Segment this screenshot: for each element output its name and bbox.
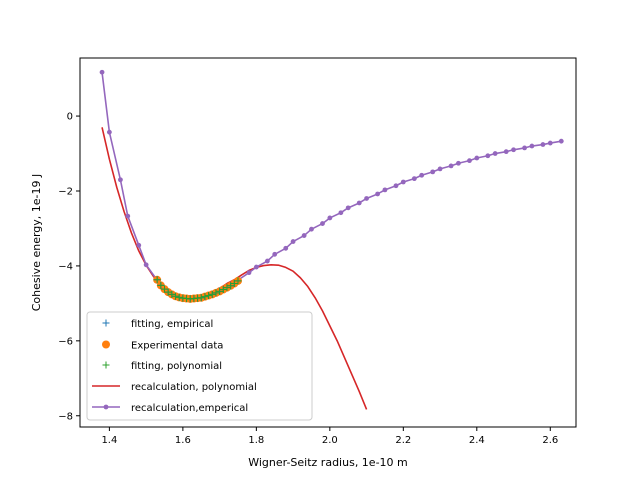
data-point — [230, 280, 238, 288]
legend-box — [86, 311, 313, 421]
data-point — [529, 143, 535, 149]
data-point — [208, 290, 216, 298]
y-tick-label: −2 — [58, 186, 73, 197]
data-point — [309, 226, 314, 232]
data-point — [212, 289, 220, 297]
data-point — [118, 177, 123, 183]
x-tick-label: 2.4 — [469, 435, 485, 446]
legend-marker — [102, 340, 110, 349]
data-point — [234, 277, 242, 285]
y-tick-label: −8 — [58, 411, 73, 422]
x-axis-label: Wigner-Seitz radius, 1e-10 m — [248, 456, 408, 469]
data-point — [558, 138, 564, 144]
x-tick-label: 2.2 — [395, 435, 411, 446]
legend-item: recalculation,emperical — [92, 403, 248, 414]
legend-item: fitting, polynomial — [102, 361, 222, 372]
data-point — [161, 285, 169, 293]
data-point — [172, 292, 180, 300]
data-point — [219, 286, 227, 294]
data-point — [301, 233, 307, 238]
data-point — [437, 166, 443, 172]
legend-label: fitting, polynomial — [131, 361, 222, 372]
data-point — [205, 292, 213, 300]
legend-item: fitting, empirical — [102, 319, 213, 330]
data-point — [216, 287, 224, 295]
data-point — [492, 151, 498, 156]
data-point — [264, 258, 270, 264]
legend-label: Experimental data — [131, 341, 223, 352]
data-point — [290, 239, 296, 244]
data-point — [253, 264, 259, 270]
data-point — [175, 293, 183, 301]
data-point — [143, 262, 149, 268]
data-point — [272, 251, 278, 257]
data-point — [164, 288, 172, 296]
data-point — [356, 200, 362, 206]
legend-item: Experimental data — [102, 340, 223, 352]
data-point — [327, 215, 333, 221]
data-point — [485, 153, 491, 159]
legend-label: recalculation,emperical — [131, 403, 248, 414]
data-point — [125, 213, 131, 219]
plot-frame — [79, 57, 577, 428]
y-tick-label: −4 — [58, 261, 73, 272]
data-point — [474, 155, 480, 161]
x-tick-label: 2.0 — [322, 435, 338, 446]
legend: fitting, empirical Experimental data fitti… — [86, 311, 313, 421]
data-point — [503, 149, 509, 155]
data-point — [375, 191, 380, 197]
data-point — [157, 281, 165, 289]
data-point — [338, 210, 344, 216]
data-point — [411, 176, 417, 182]
data-point — [456, 160, 461, 166]
data-point — [522, 145, 527, 151]
y-axis-label: Cohesive energy, 1e-19 J — [30, 174, 43, 312]
data-point — [393, 183, 399, 189]
data-point — [223, 284, 231, 292]
x-tick-label: 1.8 — [248, 435, 264, 446]
data-point — [197, 294, 205, 302]
data-point — [382, 187, 388, 193]
data-point — [99, 69, 105, 75]
legend-label: fitting, empirical — [131, 319, 213, 330]
data-point — [400, 179, 406, 185]
data-point — [467, 158, 472, 164]
data-point — [283, 245, 289, 251]
x-axis: 1.4 1.6 1.8 2.0 2.2 2.4 2.6 — [101, 427, 558, 446]
data-point — [153, 276, 161, 284]
series-fitting-polynomial — [153, 276, 242, 303]
data-point — [320, 221, 325, 226]
data-point — [540, 142, 546, 147]
x-tick-label: 1.6 — [175, 435, 191, 446]
data-point — [419, 172, 425, 178]
data-point — [430, 169, 436, 175]
data-point — [106, 129, 112, 135]
data-point — [364, 196, 369, 201]
x-tick-label: 1.4 — [101, 435, 117, 446]
y-tick-label: −6 — [58, 336, 73, 347]
data-point — [448, 163, 454, 169]
x-tick-label: 2.6 — [542, 435, 558, 446]
data-point — [246, 270, 252, 276]
data-point — [511, 147, 516, 153]
legend-marker — [102, 361, 110, 369]
data-point — [201, 293, 209, 301]
data-point — [547, 140, 553, 146]
legend-item: recalculation, polynomial — [92, 382, 257, 393]
y-tick-label: 0 — [67, 112, 73, 123]
legend-marker — [102, 319, 110, 327]
y-axis: 0 −2 −4 −6 −8 — [58, 112, 80, 422]
data-point — [227, 282, 235, 290]
legend-marker — [103, 404, 109, 410]
data-point — [168, 290, 176, 298]
legend-label: recalculation, polynomial — [131, 382, 257, 393]
plot-series — [99, 69, 564, 410]
data-point — [136, 242, 142, 248]
data-point — [345, 205, 351, 211]
